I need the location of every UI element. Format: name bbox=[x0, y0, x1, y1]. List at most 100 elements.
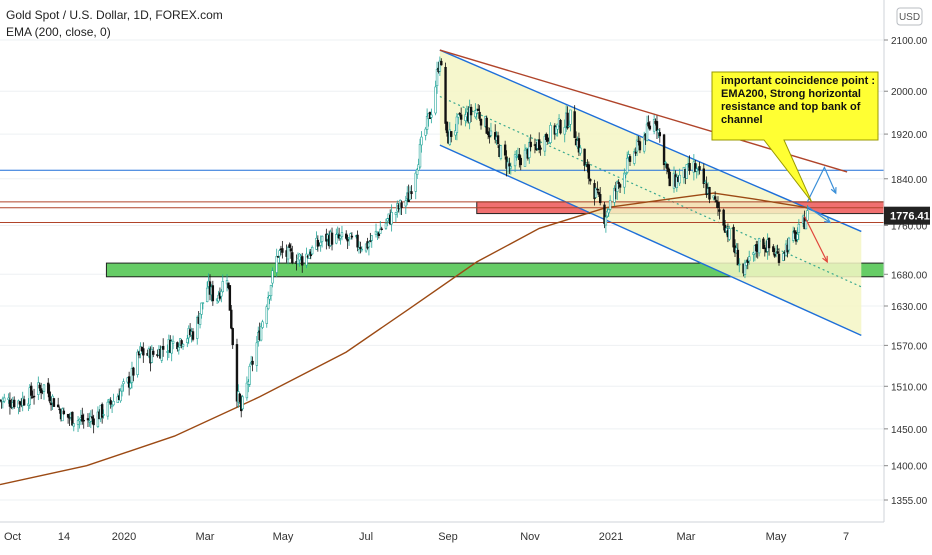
projection-path bbox=[804, 216, 828, 263]
candle-body bbox=[665, 163, 669, 169]
candle-body bbox=[776, 251, 779, 254]
callout-line-1: important coincidence point : bbox=[721, 75, 875, 87]
callout-line-3: resistance and top bank of bbox=[721, 101, 861, 113]
candle-body bbox=[503, 144, 507, 156]
price-tick-label: 1680.00 bbox=[891, 270, 928, 281]
candle-body bbox=[180, 340, 183, 346]
candle-body bbox=[549, 124, 552, 143]
candle-body bbox=[248, 365, 251, 385]
candle-body bbox=[569, 109, 572, 125]
candle-body bbox=[455, 116, 459, 133]
candle-body bbox=[81, 414, 84, 422]
candle-body bbox=[221, 281, 224, 293]
candle-body bbox=[161, 345, 165, 350]
candle-body bbox=[230, 309, 233, 329]
candle-body bbox=[563, 127, 566, 135]
candle-body bbox=[425, 116, 429, 130]
candle-body bbox=[546, 137, 549, 142]
candle-body bbox=[22, 399, 26, 406]
candle-body bbox=[537, 139, 541, 150]
callout-box[interactable] bbox=[711, 71, 879, 203]
candle-body bbox=[58, 408, 61, 411]
candle-body bbox=[732, 226, 735, 248]
candle-body bbox=[417, 164, 420, 171]
candle-body bbox=[434, 86, 437, 114]
candle-body bbox=[8, 399, 12, 407]
time-tick-label: Jul bbox=[359, 531, 373, 543]
currency-label[interactable]: USD bbox=[899, 12, 920, 23]
ema-layer bbox=[0, 192, 808, 486]
candle-body bbox=[652, 119, 656, 132]
candle-body bbox=[390, 212, 393, 225]
candle-body bbox=[648, 125, 652, 130]
candle-body bbox=[308, 253, 311, 259]
candle-body bbox=[642, 135, 646, 152]
candle-body bbox=[32, 395, 36, 398]
candle-body bbox=[296, 257, 300, 264]
candle-body bbox=[435, 69, 439, 87]
candle-body bbox=[594, 187, 598, 198]
candle-body bbox=[360, 248, 364, 251]
candle-body bbox=[78, 419, 81, 422]
candle-body bbox=[694, 163, 697, 172]
candle-body bbox=[176, 342, 179, 350]
candle-body bbox=[198, 313, 202, 325]
candle-body bbox=[668, 171, 671, 187]
candle-body bbox=[478, 111, 481, 119]
candle-body bbox=[339, 235, 342, 239]
candle-body bbox=[345, 233, 348, 239]
candle-body bbox=[136, 351, 139, 375]
candle-body bbox=[177, 347, 180, 351]
candle-body bbox=[414, 172, 417, 192]
ema200-line bbox=[0, 192, 808, 486]
candle-body bbox=[708, 186, 711, 200]
channel-fill bbox=[439, 50, 862, 336]
candle-body bbox=[718, 209, 721, 212]
time-tick-label: May bbox=[766, 531, 787, 543]
candle-body bbox=[722, 209, 725, 226]
candle-body bbox=[583, 148, 586, 166]
candle-body bbox=[597, 192, 600, 195]
candle-body bbox=[772, 246, 775, 253]
candle-body bbox=[748, 256, 751, 262]
candle-body bbox=[635, 139, 639, 152]
candle-body bbox=[394, 212, 398, 215]
candle-body bbox=[370, 235, 373, 241]
candle-body bbox=[499, 145, 503, 159]
candle-body bbox=[688, 163, 691, 171]
ema-legend[interactable]: EMA (200, close, 0) bbox=[6, 25, 111, 39]
candle-body bbox=[634, 151, 637, 154]
candle-body bbox=[251, 360, 254, 365]
candle-body bbox=[713, 196, 717, 200]
currency-box bbox=[896, 7, 923, 26]
price-tick-label: 1920.00 bbox=[891, 130, 928, 141]
price-tick-label: 1630.00 bbox=[891, 302, 928, 313]
candle-body bbox=[459, 114, 463, 120]
candle-body bbox=[72, 423, 75, 427]
candle-body bbox=[245, 382, 249, 399]
candle-body bbox=[496, 135, 500, 144]
candle-body bbox=[715, 200, 718, 202]
candle-body bbox=[335, 234, 338, 244]
candle-body bbox=[92, 418, 95, 426]
candle-body bbox=[485, 117, 488, 134]
candle-body bbox=[28, 387, 31, 406]
candle-body bbox=[567, 125, 571, 128]
candle-body bbox=[728, 228, 731, 240]
symbol-title[interactable]: Gold Spot / U.S. Dollar, 1D, FOREX.com bbox=[6, 8, 223, 22]
candle-body bbox=[288, 244, 291, 248]
candle-body bbox=[702, 168, 705, 184]
candle-body bbox=[793, 230, 796, 234]
candle-body bbox=[757, 238, 761, 254]
candle-body bbox=[122, 381, 125, 385]
candle-body bbox=[86, 418, 90, 421]
time-tick-label: Oct bbox=[4, 531, 21, 543]
candle-body bbox=[61, 408, 64, 422]
candle-body bbox=[48, 391, 51, 402]
candle-body bbox=[235, 344, 239, 402]
candle-body bbox=[171, 340, 175, 344]
price-tick-label: 1840.00 bbox=[891, 175, 928, 186]
time-tick-label: Mar bbox=[196, 531, 215, 543]
candle-body bbox=[645, 123, 649, 141]
